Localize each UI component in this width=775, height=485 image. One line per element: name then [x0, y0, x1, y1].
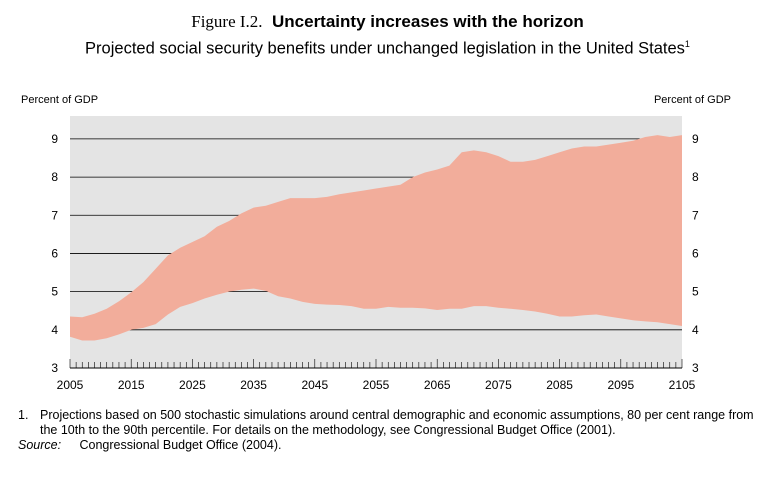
chart-canvas: 2005 2015 2025 2035 2045 2055 2065 2075 2085 2095…: [51, 116, 699, 392]
y-tick-label-left: 7: [51, 208, 58, 222]
x-tick-label: 2075: [485, 378, 512, 392]
x-tick-label: 2035: [240, 378, 267, 392]
y-tick-label-left: 6: [51, 246, 58, 260]
footnote-1: 1. Projections based on 500 stochastic s…: [18, 408, 758, 438]
source-text: Congressional Budget Office (2004).: [79, 438, 282, 452]
y-tick-label-left: 9: [51, 132, 58, 146]
x-tick-label: 2105: [669, 378, 696, 392]
footnotes: 1. Projections based on 500 stochastic s…: [18, 408, 758, 453]
y-axis-label-right: Percent of GDP: [653, 94, 731, 106]
x-tick-label: 2045: [301, 378, 328, 392]
subtitle-text: Projected social security benefits under…: [85, 39, 685, 58]
figure-label: Figure I.2.: [191, 12, 263, 31]
y-tick-label-left: 8: [51, 170, 58, 184]
footnote-marker: 1.: [18, 408, 29, 422]
y-tick-label-right: 3: [692, 361, 699, 375]
y-tick-label-right: 6: [692, 246, 699, 260]
y-tick-label-right: 4: [692, 323, 699, 337]
x-tick-label: 2095: [607, 378, 634, 392]
x-tick-label: 2065: [424, 378, 451, 392]
y-axis-label-left: Percent of GDP: [21, 94, 99, 106]
y-tick-label-right: 7: [692, 208, 699, 222]
y-tick-label-right: 9: [692, 132, 699, 146]
chart-subtitle: Projected social security benefits under…: [0, 39, 775, 59]
source-line: Source: Congressional Budget Office (200…: [18, 438, 758, 453]
percentile-band-area: [70, 135, 682, 341]
x-tick-label: 2015: [118, 378, 145, 392]
x-tick-label: 2085: [546, 378, 573, 392]
y-tick-label-left: 4: [51, 323, 58, 337]
x-tick-label: 2055: [363, 378, 390, 392]
y-tick-label-right: 5: [692, 285, 699, 299]
figure-title: Uncertainty increases with the horizon: [272, 12, 584, 31]
y-tick-label-left: 5: [51, 285, 58, 299]
y-tick-label-left: 3: [51, 361, 58, 375]
y-tick-label-right: 8: [692, 170, 699, 184]
x-tick-label: 2005: [57, 378, 84, 392]
subtitle-note-marker: 1: [684, 39, 690, 49]
footnote-text: Projections based on 500 stochastic simu…: [40, 408, 754, 437]
x-tick-label: 2025: [179, 378, 206, 392]
chart-title: Figure I.2. Uncertainty increases with t…: [0, 12, 775, 32]
source-label: Source:: [18, 438, 62, 452]
